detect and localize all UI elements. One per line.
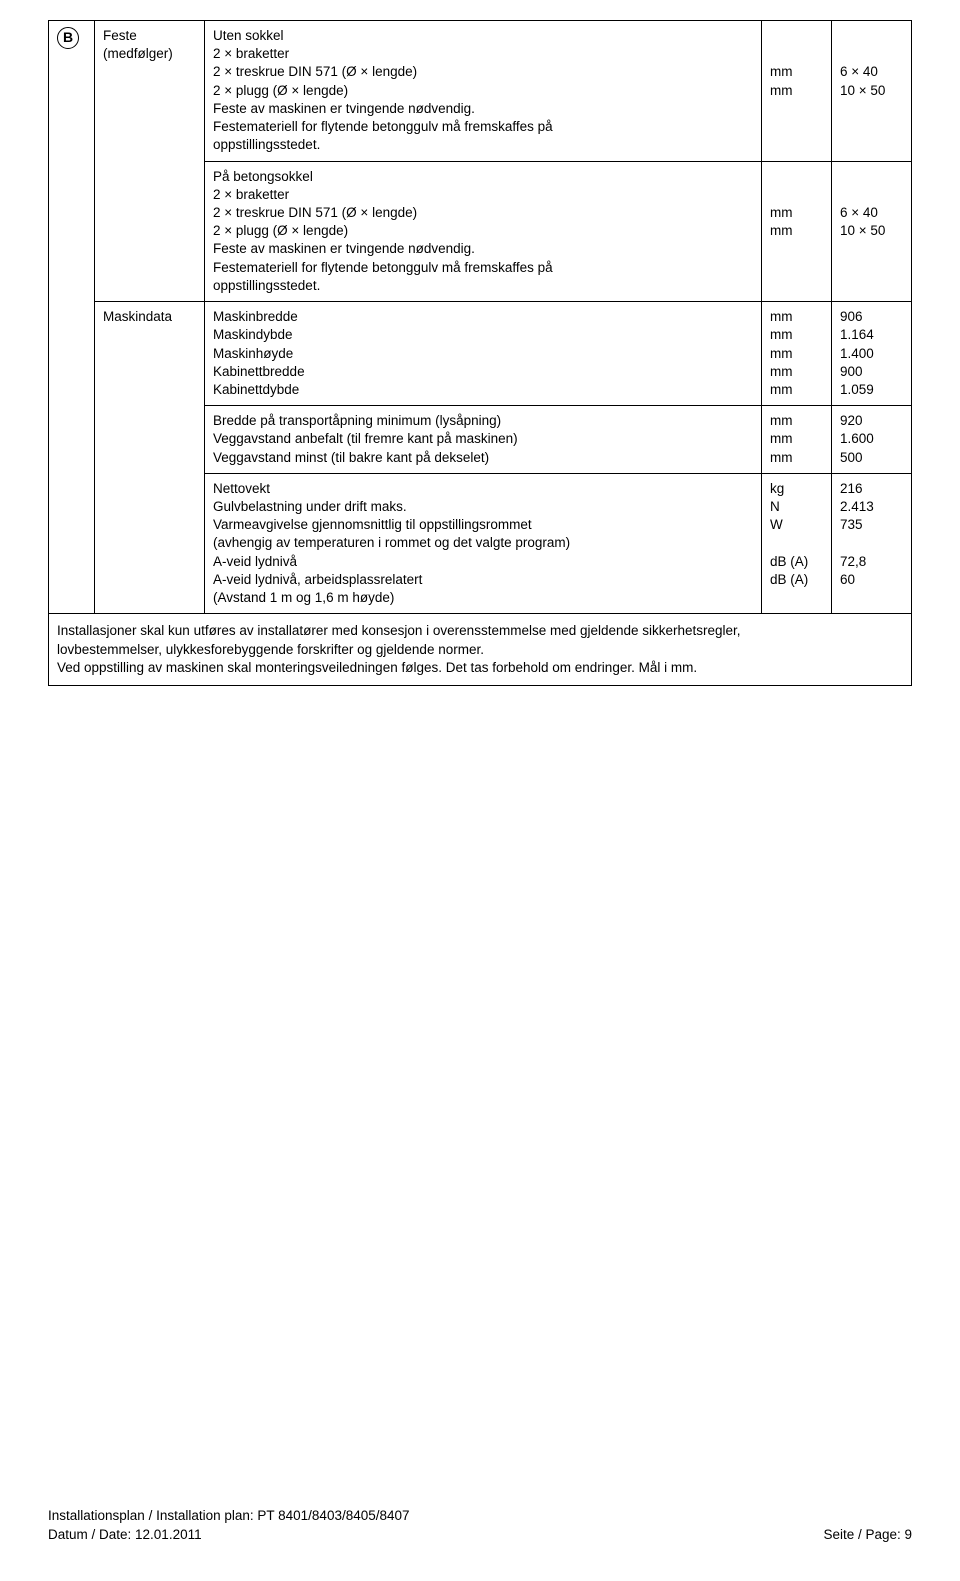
value: 735 [840, 517, 863, 532]
desc-line: 2 × treskrue DIN 571 (Ø × lengde) [213, 64, 417, 79]
desc-line: Festemateriell for flytende betonggulv m… [213, 260, 553, 275]
note-line: Installasjoner skal kun utføres av insta… [57, 623, 741, 638]
value-cell: 6 × 40 10 × 50 [832, 21, 912, 162]
unit: mm [770, 223, 793, 238]
unit: dB (A) [770, 554, 808, 569]
desc-line: A-veid lydnivå [213, 554, 297, 569]
unit: mm [770, 205, 793, 220]
desc-cell: Nettovekt Gulvbelastning under drift mak… [205, 473, 762, 614]
note-line: Ved oppstilling av maskinen skal monteri… [57, 660, 697, 675]
value: 10 × 50 [840, 223, 885, 238]
desc-cell: Maskinbredde Maskindybde Maskinhøyde Kab… [205, 302, 762, 406]
page-footer: Installationsplan / Installation plan: P… [48, 1507, 912, 1545]
label-text: Maskindata [103, 309, 172, 324]
unit: dB (A) [770, 572, 808, 587]
unit: mm [770, 413, 793, 428]
note-line: lovbestemmelser, ulykkesforebyggende for… [57, 642, 484, 657]
desc-line: Kabinettbredde [213, 364, 305, 379]
unit: mm [770, 431, 793, 446]
desc-line: (avhengig av temperaturen i rommet og de… [213, 535, 570, 550]
installation-note: Installasjoner skal kun utføres av insta… [48, 614, 912, 686]
desc-line: Veggavstand minst (til bakre kant på dek… [213, 450, 489, 465]
unit: N [770, 499, 780, 514]
desc-line: Uten sokkel [213, 28, 284, 43]
desc-line: Feste av maskinen er tvingende nødvendig… [213, 241, 475, 256]
value: 900 [840, 364, 863, 379]
unit: W [770, 517, 783, 532]
desc-line: Varmeavgivelse gjennomsnittlig til oppst… [213, 517, 532, 532]
spec-table: B Feste (medfølger) Uten sokkel 2 × brak… [48, 20, 912, 614]
desc-line: oppstillingsstedet. [213, 137, 320, 152]
unit-cell: mm mm [762, 161, 832, 302]
desc-line: Bredde på transportåpning minimum (lysåp… [213, 413, 501, 428]
value: 1.400 [840, 346, 874, 361]
desc-line: Veggavstand anbefalt (til fremre kant på… [213, 431, 518, 446]
value: 2.413 [840, 499, 874, 514]
desc-line: Gulvbelastning under drift maks. [213, 499, 407, 514]
label-text: Feste [103, 28, 137, 43]
value-cell: 906 1.164 1.400 900 1.059 [832, 302, 912, 406]
unit: mm [770, 364, 793, 379]
desc-line: 2 × braketter [213, 46, 289, 61]
value: 500 [840, 450, 863, 465]
desc-line: På betongsokkel [213, 169, 313, 184]
page: B Feste (medfølger) Uten sokkel 2 × brak… [0, 0, 960, 734]
row-label-maskindata: Maskindata [95, 302, 205, 614]
value: 10 × 50 [840, 83, 885, 98]
desc-line: 2 × braketter [213, 187, 289, 202]
footer-page: Seite / Page: 9 [823, 1526, 912, 1545]
row-label-feste: Feste (medfølger) [95, 21, 205, 302]
section-badge: B [57, 27, 79, 49]
desc-line: Maskindybde [213, 327, 293, 342]
value: 1.600 [840, 431, 874, 446]
desc-cell: På betongsokkel 2 × braketter 2 × treskr… [205, 161, 762, 302]
footer-plan: Installationsplan / Installation plan: P… [48, 1507, 912, 1526]
unit: mm [770, 346, 793, 361]
desc-cell: Uten sokkel 2 × braketter 2 × treskrue D… [205, 21, 762, 162]
value: 1.059 [840, 382, 874, 397]
desc-line: 2 × treskrue DIN 571 (Ø × lengde) [213, 205, 417, 220]
desc-line: Maskinbredde [213, 309, 298, 324]
value: 906 [840, 309, 863, 324]
unit-cell: mm mm mm [762, 406, 832, 474]
value: 60 [840, 572, 855, 587]
value-cell: 216 2.413 735 72,8 60 [832, 473, 912, 614]
unit-cell: mm mm [762, 21, 832, 162]
unit: mm [770, 83, 793, 98]
value: 6 × 40 [840, 64, 878, 79]
value-cell: 6 × 40 10 × 50 [832, 161, 912, 302]
unit: mm [770, 64, 793, 79]
desc-line: Nettovekt [213, 481, 270, 496]
value: 920 [840, 413, 863, 428]
desc-line: Festemateriell for flytende betonggulv m… [213, 119, 553, 134]
value: 216 [840, 481, 863, 496]
value: 6 × 40 [840, 205, 878, 220]
desc-line: oppstillingsstedet. [213, 278, 320, 293]
desc-line: Feste av maskinen er tvingende nødvendig… [213, 101, 475, 116]
unit: kg [770, 481, 784, 496]
unit-cell: mm mm mm mm mm [762, 302, 832, 406]
desc-cell: Bredde på transportåpning minimum (lysåp… [205, 406, 762, 474]
desc-line: Maskinhøyde [213, 346, 293, 361]
label-text: (medfølger) [103, 46, 173, 61]
footer-date: Datum / Date: 12.01.2011 [48, 1526, 202, 1545]
desc-line: Kabinettdybde [213, 382, 299, 397]
section-badge-cell: B [49, 21, 95, 614]
unit: mm [770, 450, 793, 465]
desc-line: 2 × plugg (Ø × lengde) [213, 83, 348, 98]
value-cell: 920 1.600 500 [832, 406, 912, 474]
value: 72,8 [840, 554, 866, 569]
desc-line: (Avstand 1 m og 1,6 m høyde) [213, 590, 394, 605]
unit: mm [770, 327, 793, 342]
unit: mm [770, 309, 793, 324]
unit: mm [770, 382, 793, 397]
unit-cell: kg N W dB (A) dB (A) [762, 473, 832, 614]
desc-line: A-veid lydnivå, arbeidsplassrelatert [213, 572, 422, 587]
desc-line: 2 × plugg (Ø × lengde) [213, 223, 348, 238]
value: 1.164 [840, 327, 874, 342]
